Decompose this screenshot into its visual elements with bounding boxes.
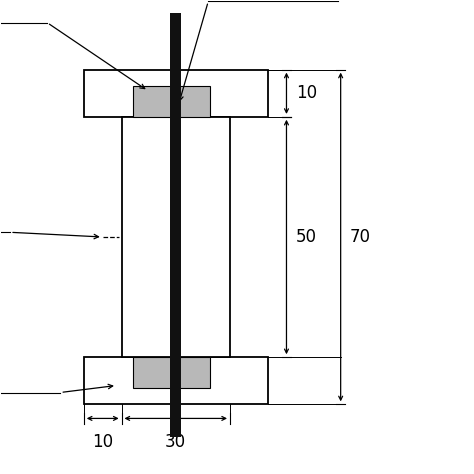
Bar [84, 357, 268, 404]
Bar [84, 70, 268, 117]
Text: 70: 70 [350, 228, 371, 246]
Text: 10: 10 [92, 433, 113, 451]
Bar [170, 13, 182, 438]
Bar [133, 357, 210, 388]
Bar [133, 86, 210, 117]
Text: 30: 30 [165, 433, 186, 451]
Text: 10: 10 [296, 84, 317, 102]
Bar [121, 117, 230, 357]
Text: 50: 50 [296, 228, 317, 246]
